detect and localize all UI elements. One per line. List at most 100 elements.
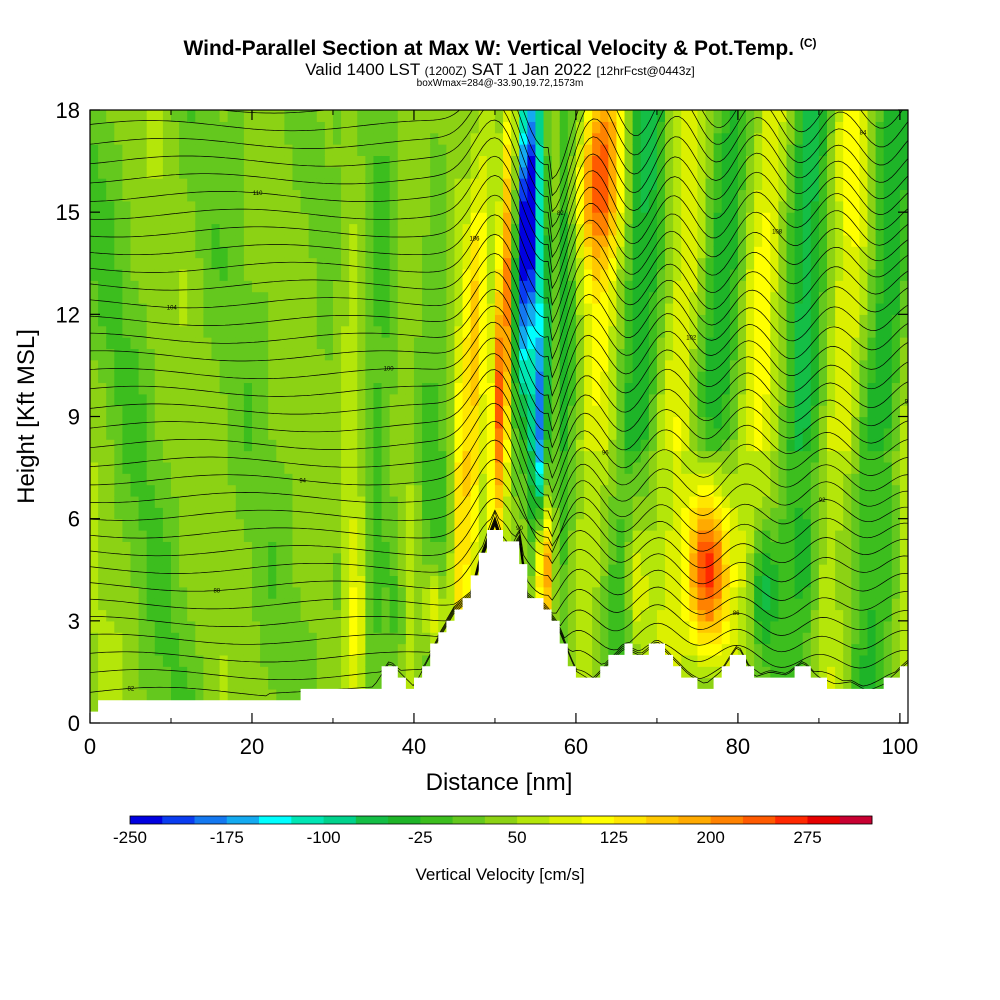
w-cell [397, 552, 407, 565]
w-cell [106, 132, 115, 145]
w-cell [551, 166, 561, 179]
w-cell [648, 348, 658, 361]
w-cell [689, 337, 699, 349]
w-cell [365, 166, 375, 179]
w-cell [195, 359, 204, 372]
w-cell [179, 223, 188, 236]
w-cell [146, 495, 156, 508]
w-cell [422, 302, 431, 315]
w-cell [251, 121, 261, 134]
w-cell [373, 223, 383, 236]
w-cell [260, 677, 269, 690]
w-cell [827, 552, 836, 565]
w-cell [818, 450, 828, 463]
w-cell [373, 280, 383, 293]
w-cell [778, 302, 788, 315]
w-cell [503, 337, 512, 349]
w-cell [673, 552, 682, 565]
w-cell [268, 666, 277, 679]
w-cell [616, 132, 626, 145]
w-cell [802, 132, 812, 145]
w-cell [122, 371, 132, 384]
w-cell [324, 325, 334, 338]
w-cell [835, 552, 844, 565]
w-cell [316, 280, 326, 293]
w-cell [446, 450, 456, 463]
w-cell [827, 620, 836, 633]
w-cell [227, 405, 237, 418]
w-cell [446, 473, 456, 486]
w-cell [600, 495, 609, 508]
w-cell [397, 257, 407, 270]
w-cell [648, 507, 658, 520]
w-cell [648, 427, 658, 440]
w-cell [478, 302, 488, 315]
w-cell [187, 461, 196, 474]
w-cell [373, 405, 383, 418]
w-cell [592, 371, 601, 384]
w-cell [478, 166, 488, 179]
w-cell [170, 654, 180, 667]
w-cell [616, 200, 626, 213]
w-cell [138, 359, 148, 372]
w-cell [397, 223, 407, 236]
w-cell [567, 223, 577, 236]
w-cell [551, 405, 561, 418]
w-cell [665, 144, 674, 157]
w-cell [292, 450, 302, 463]
w-cell [713, 325, 723, 338]
copyright-mark: (C) [799, 36, 817, 50]
w-cell [413, 450, 423, 463]
w-cell [673, 507, 682, 520]
w-cell [746, 586, 755, 599]
w-cell [170, 632, 180, 645]
w-cell [308, 530, 318, 542]
w-cell [389, 371, 399, 384]
w-cell [430, 302, 439, 315]
w-cell [260, 132, 269, 145]
w-cell [357, 189, 366, 202]
w-cell [624, 564, 634, 577]
w-cell [284, 598, 294, 611]
w-cell [648, 393, 658, 406]
w-cell [316, 393, 326, 406]
w-cell [422, 189, 431, 202]
w-cell [478, 484, 488, 497]
w-cell [413, 552, 423, 565]
w-cell [341, 484, 350, 497]
w-cell [349, 144, 358, 157]
w-cell [446, 314, 456, 327]
w-cell [227, 450, 237, 463]
w-cell [681, 121, 690, 134]
w-cell [770, 666, 780, 679]
w-cell [810, 257, 820, 270]
w-cell [640, 144, 650, 157]
w-cell [656, 598, 666, 611]
w-cell [203, 325, 213, 338]
w-cell [365, 234, 375, 247]
w-cell [689, 234, 699, 247]
w-cell [243, 609, 253, 622]
w-cell [203, 450, 213, 463]
w-cell [713, 575, 723, 588]
w-cell [454, 110, 464, 122]
w-cell [373, 291, 383, 304]
w-cell [98, 155, 107, 168]
w-cell [575, 382, 585, 395]
w-cell [794, 325, 804, 338]
w-cell [754, 530, 763, 542]
w-cell [162, 552, 172, 565]
w-cell [778, 246, 788, 259]
w-cell [478, 121, 488, 134]
w-cell [737, 280, 747, 293]
w-cell [251, 325, 261, 338]
w-cell [721, 280, 731, 293]
w-cell [835, 473, 844, 486]
w-cell [98, 189, 107, 202]
w-cell [106, 416, 115, 429]
w-cell [575, 575, 585, 588]
w-cell [592, 132, 601, 145]
w-cell [146, 518, 156, 531]
w-cell [357, 450, 366, 463]
w-cell [705, 666, 715, 679]
